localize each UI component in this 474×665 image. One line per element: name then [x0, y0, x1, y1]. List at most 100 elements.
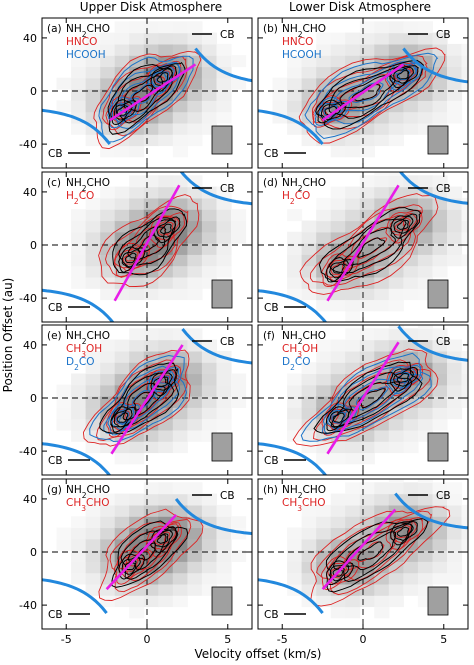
fit-line [321, 508, 397, 591]
beam-box [211, 279, 233, 309]
panel-label: (g) [47, 484, 62, 496]
cb-label-bottom: CB [48, 609, 90, 621]
legend-entry-0: NH2CHO [66, 23, 110, 39]
grayscale-emission [272, 21, 468, 158]
svg-text:CB: CB [436, 336, 451, 348]
y-tick-label: 40 [23, 493, 37, 506]
y-tick-label: 0 [30, 85, 37, 98]
panel-label: (a) [47, 23, 62, 35]
nh2cho-contours [318, 207, 422, 283]
legend-entry-0: NH2CHO [66, 484, 110, 500]
y-tick-label: 0 [30, 239, 37, 252]
x-axis-label: Velocity offset (km/s) [195, 647, 322, 661]
cb-label-top: CB [192, 490, 235, 502]
grayscale-emission [71, 175, 247, 301]
fit-line [105, 513, 178, 591]
y-tick-label: 0 [30, 392, 37, 405]
cb-label-bottom: CB [264, 302, 306, 314]
column-title-lower: Lower Disk Atmosphere [289, 0, 431, 14]
fit-line [113, 184, 181, 302]
legend-entry-0: NH2CHO [282, 330, 326, 346]
legend-entry-1: CH3OH [66, 343, 102, 359]
cb-label-bottom: CB [264, 455, 306, 467]
legend-entry-2: D2CO [66, 356, 94, 372]
panel-label: (e) [47, 330, 62, 342]
beam-box [211, 125, 233, 155]
x-tick-label: 0 [144, 633, 151, 646]
svg-text:CB: CB [220, 336, 235, 348]
panel-label: (f) [263, 330, 275, 342]
x-tick-label: 5 [224, 633, 231, 646]
beam-box [427, 125, 449, 155]
svg-text:CB: CB [220, 183, 235, 195]
cb-label-top: CB [408, 490, 451, 502]
fit-line [326, 184, 400, 302]
nh2cho-contours [313, 361, 423, 434]
svg-text:CB: CB [264, 148, 279, 160]
x-tick-label: 5 [440, 633, 447, 646]
panel-label: (h) [263, 484, 278, 496]
svg-text:CB: CB [436, 490, 451, 502]
x-tick-label: 0 [360, 633, 367, 646]
svg-text:CB: CB [48, 148, 63, 160]
legend-entry-0: NH2CHO [282, 23, 326, 39]
svg-text:CB: CB [264, 609, 279, 621]
panel-label: (d) [263, 177, 278, 189]
keplerian-curves [42, 497, 252, 615]
cb-label-bottom: CB [264, 148, 306, 160]
beam-box [427, 432, 449, 462]
cb-label-top: CB [408, 183, 451, 195]
legend-entry-1: HNCO [66, 36, 97, 48]
keplerian-curves [42, 47, 252, 146]
y-axis-label: Position Offset (au) [1, 278, 15, 393]
legend-entry-1: CH3CHO [282, 497, 326, 513]
fit-line [109, 63, 197, 122]
cb-label-top: CB [192, 336, 235, 348]
legend-entry-1: CH3CHO [66, 497, 110, 513]
legend-entry-2: HCOOH [282, 49, 322, 61]
svg-text:CB: CB [48, 455, 63, 467]
nh2cho-contours [325, 517, 429, 593]
beam-box [427, 279, 449, 309]
beam-box [211, 432, 233, 462]
cb-label-top: CB [408, 29, 451, 41]
column-title-upper: Upper Disk Atmosphere [80, 0, 222, 14]
legend-entry-0: NH2CHO [66, 330, 110, 346]
fit-line [321, 63, 405, 122]
cb-label-top: CB [192, 29, 235, 41]
y-tick-label: -40 [19, 599, 37, 612]
y-tick-label: 40 [23, 32, 37, 45]
svg-text:CB: CB [436, 183, 451, 195]
legend-entry-2: HCOOH [66, 49, 106, 61]
svg-text:CB: CB [48, 609, 63, 621]
cb-label-bottom: CB [48, 302, 90, 314]
beam-box [211, 586, 233, 616]
legend-entry-0: NH2CHO [66, 177, 110, 193]
y-tick-label: -40 [19, 445, 37, 458]
y-tick-label: -40 [19, 292, 37, 305]
svg-text:CB: CB [264, 455, 279, 467]
legend-entry-1: H2CO [66, 190, 94, 206]
legend-entry-1: HNCO [282, 36, 313, 48]
y-tick-label: 40 [23, 186, 37, 199]
legend-entry-0: NH2CHO [282, 484, 326, 500]
y-tick-label: -40 [19, 138, 37, 151]
cb-label-bottom: CB [264, 609, 306, 621]
beam-box [427, 586, 449, 616]
legend-entry-1: CH3OH [282, 343, 318, 359]
